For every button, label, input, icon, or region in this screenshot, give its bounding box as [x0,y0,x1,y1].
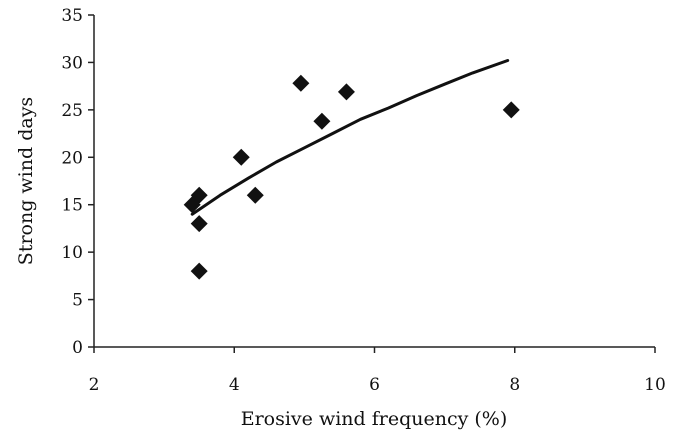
x-tick-label: 10 [644,375,666,395]
y-tick-label: 25 [61,101,83,121]
y-tick-label: 35 [61,6,83,26]
x-tick-label: 8 [509,375,520,395]
y-tick-label: 20 [61,148,83,168]
y-tick-label: 10 [61,243,83,263]
y-tick-label: 15 [61,196,83,216]
data-point-diamond [292,74,310,92]
data-point-diamond [190,186,208,204]
data-point-diamond [190,262,208,280]
y-axis-title: Strong wind days [15,97,37,265]
x-tick-label: 6 [369,375,380,395]
x-tick-label: 2 [89,375,100,395]
data-point-diamond [246,186,264,204]
data-point-diamond [502,101,520,119]
trend-line [190,59,510,216]
plot-axes [93,15,655,348]
x-axis-ticks: 2 4 6 8 10 [89,347,666,395]
data-points [183,74,520,280]
data-point-diamond [313,112,331,130]
data-point-diamond [190,215,208,233]
y-tick-label: 5 [72,291,83,311]
y-axis-ticks: 0 5 10 15 20 25 30 35 [61,6,94,358]
y-tick-label: 0 [72,338,83,358]
x-tick-label: 4 [229,375,240,395]
x-axis-title: Erosive wind frequency (%) [241,408,508,430]
y-tick-label: 30 [61,53,83,73]
data-point-diamond [232,148,250,166]
data-point-diamond [337,83,355,101]
